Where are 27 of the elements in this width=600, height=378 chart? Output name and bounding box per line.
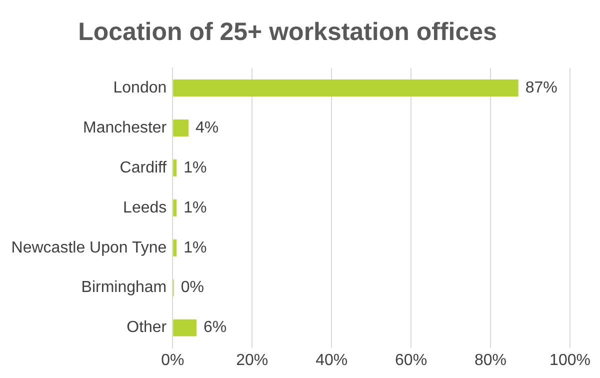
bar xyxy=(173,199,177,216)
bar xyxy=(173,79,518,96)
y-tick-label: Cardiff xyxy=(120,159,168,176)
x-tick-label: 100% xyxy=(550,352,590,369)
chart-title: Location of 25+ workstation offices xyxy=(78,18,497,46)
y-tick-label: Newcastle Upon Tyne xyxy=(11,239,167,256)
y-tick-label: Birmingham xyxy=(81,279,167,296)
data-label: 0% xyxy=(180,279,204,296)
data-label: 4% xyxy=(196,119,219,136)
x-tick-label: 40% xyxy=(316,352,348,369)
x-tick-label: 60% xyxy=(395,352,428,369)
bar xyxy=(173,239,177,256)
data-label: 6% xyxy=(203,319,227,336)
x-tick-label: 20% xyxy=(236,352,268,369)
y-tick-label: Other xyxy=(126,319,168,336)
data-label: 1% xyxy=(184,239,207,256)
bar xyxy=(173,119,189,136)
data-label: 87% xyxy=(525,79,558,96)
bar xyxy=(173,319,196,336)
bar xyxy=(173,159,177,176)
y-tick-label: Leeds xyxy=(123,199,167,216)
data-label: 1% xyxy=(184,159,207,176)
data-label: 1% xyxy=(184,199,207,216)
x-tick-label: 0% xyxy=(161,352,184,369)
y-tick-label: Manchester xyxy=(83,119,168,136)
x-tick-label: 80% xyxy=(474,352,507,369)
y-tick-label: London xyxy=(113,79,167,96)
